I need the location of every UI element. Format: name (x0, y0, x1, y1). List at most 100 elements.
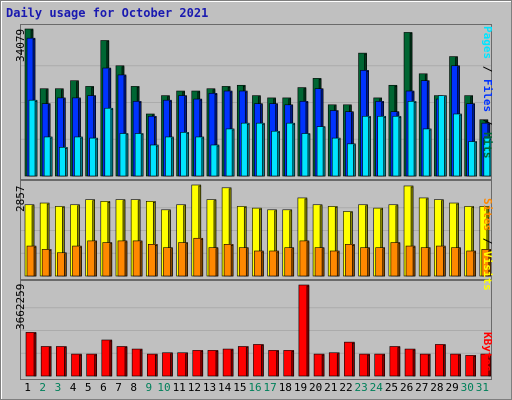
sites-bar-shade (382, 248, 386, 277)
day-label: 29 (445, 381, 459, 394)
sites-bar-shade (352, 245, 355, 277)
sites-bar-shade (336, 251, 340, 277)
pages-bar-shade (65, 147, 68, 177)
pages-bar-shade (292, 123, 296, 177)
sites-bar-shade (200, 238, 204, 277)
legend-pages: Pages (481, 26, 494, 60)
sites-bar-shade (473, 251, 476, 277)
day-label: 3 (54, 381, 62, 394)
sites-bar-shade (412, 246, 416, 277)
visits-sites-panel (20, 180, 492, 280)
kbytes-bar-shade (321, 354, 325, 377)
day-label: 8 (130, 381, 138, 394)
day-label: 15 (233, 381, 247, 394)
sites-bar-shade (488, 250, 491, 277)
kbytes-bar-shade (215, 351, 219, 377)
day-label: 13 (202, 381, 217, 394)
pages-bar-shade (201, 137, 205, 177)
pages-bar-shade (34, 100, 38, 177)
pages-bar-shade (383, 116, 387, 177)
pages-bar-shade (262, 123, 265, 177)
kbytes-bar-shade (473, 356, 476, 377)
hits-files-pages-panel (20, 24, 492, 180)
day-label: 11 (172, 381, 186, 394)
pages-bar-shade (186, 133, 189, 177)
sites-bar-shade (230, 245, 234, 277)
day-label: 17 (263, 381, 277, 394)
visits-sites-plot (21, 184, 491, 277)
day-label: 4 (69, 381, 77, 394)
day-label: 16 (248, 381, 262, 394)
pages-bar-shade (428, 129, 432, 177)
legend-files: Files (481, 79, 494, 113)
day-label: 21 (324, 381, 338, 394)
day-label: 19 (293, 381, 308, 394)
kbytes-bar-shade (412, 349, 416, 377)
kbytes-bar-shade (397, 347, 401, 377)
legend-sep: / (481, 231, 494, 251)
sites-bar-shade (170, 248, 173, 277)
pages-bar-shade (368, 116, 371, 177)
day-label: 6 (100, 381, 107, 394)
pages-bar-shade (307, 134, 311, 177)
kbytes-bar-shade (79, 354, 82, 377)
pages-bar-shade (398, 116, 402, 177)
sites-bar-shade (427, 248, 431, 277)
day-label: 18 (278, 381, 292, 394)
pages-bar-shade (246, 123, 250, 177)
top-max-label: 34079 (14, 28, 27, 62)
kbytes-bar-shade (443, 345, 446, 377)
kbytes-bar-shade (230, 349, 234, 377)
kbytes-bar-shade (124, 347, 128, 377)
day-label: 28 (430, 381, 444, 394)
sites-bar-shade (64, 253, 67, 277)
sites-bar-shade (321, 248, 325, 277)
middle-legend: Sites / Visits (481, 198, 494, 291)
kbytes-bar-shade (139, 349, 143, 377)
sites-bar-shade (33, 246, 37, 277)
top-legend: Pages / Files / Hits (481, 26, 494, 159)
pages-bar-shade (49, 137, 53, 177)
day-label: 23 (354, 381, 368, 394)
day-label: 9 (145, 381, 153, 394)
kbytes-bar-shade (291, 351, 295, 377)
day-label: 27 (415, 381, 429, 394)
pages-bar-shade (155, 145, 159, 177)
pages-bar-shade (277, 131, 280, 177)
kbytes-bar-shade (33, 333, 37, 377)
kbytes-bar-shade (276, 351, 279, 377)
sites-bar-shade (94, 241, 97, 277)
day-axis: 1 2 3 4 5 6 7 8 9 10 11 12 13 14 15 16 17 18 19 20 21 22 23 24 2… (20, 381, 490, 395)
sites-bar-shade (185, 243, 188, 277)
sites-bar-shade (458, 248, 461, 277)
bottom-max-label: 3662259 (14, 283, 27, 330)
kbytes-bar-shade (458, 354, 461, 377)
pages-bar-shade (413, 102, 417, 177)
legend-sites: Sites (481, 198, 494, 232)
kbytes-bar-shade (185, 353, 188, 377)
kbytes-panel (20, 280, 492, 380)
pages-bar-shade (125, 134, 129, 177)
day-label: 7 (115, 381, 122, 394)
sites-bar-shade (397, 243, 401, 277)
day-label: 22 (339, 381, 353, 394)
kbytes-bar-shade (48, 347, 52, 377)
day-label: 2 (39, 381, 47, 394)
kbytes-bar-shade (245, 347, 249, 377)
day-label: 31 (475, 381, 490, 394)
sites-bar-shade (245, 248, 249, 277)
day-label: 24 (369, 381, 383, 394)
day-label: 12 (187, 381, 201, 394)
legend-hits: Hits (481, 132, 494, 159)
day-label: 20 (309, 381, 323, 394)
pages-bar (483, 137, 491, 177)
sites-bar-shade (443, 246, 446, 277)
pages-bar-shade (216, 145, 220, 177)
sites-bar-shade (261, 251, 264, 277)
pages-bar-shade (474, 142, 477, 177)
day-label: 30 (460, 381, 474, 394)
pages-bar-shade (110, 108, 114, 177)
kbytes-bar-shade (367, 354, 370, 377)
pages-bar-shade (140, 134, 144, 177)
kbytes-bar-shade (261, 345, 264, 377)
